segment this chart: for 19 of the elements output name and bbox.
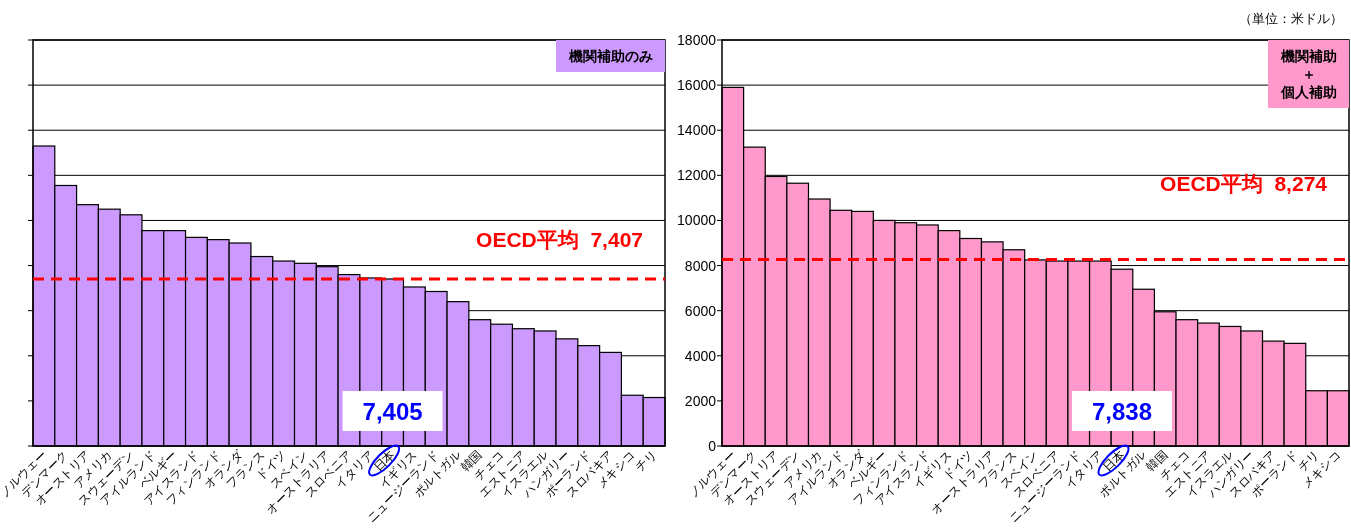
data-label: 7,405 [362, 398, 423, 425]
y-tick-label: 2000 [684, 392, 717, 409]
value-label: 7,838 [1072, 391, 1172, 431]
y-tick-label: 14000 [677, 122, 717, 139]
legend: 機関補助のみ [556, 40, 665, 72]
y-tick-label: 0 [708, 438, 717, 454]
y-tick-label: 10000 [677, 212, 717, 229]
ref-line-label: OECD平均 8,274 [1160, 172, 1328, 196]
y-tick-label: 16000 [677, 77, 717, 94]
ref-line-label: OECD平均 7,407 [476, 227, 643, 251]
y-tick-label: 6000 [684, 302, 717, 319]
value-label: 7,405 [342, 391, 443, 431]
data-label: 7,838 [1091, 398, 1153, 425]
legend: 機関補助＋個人補助 [1268, 40, 1349, 108]
y-tick-label: 12000 [677, 167, 717, 184]
y-tick-label: 8000 [684, 257, 717, 274]
text: （単位：米ドル） [1239, 11, 1343, 26]
y-tick-label: 4000 [684, 347, 717, 364]
y-tick-label: 18000 [677, 32, 717, 48]
